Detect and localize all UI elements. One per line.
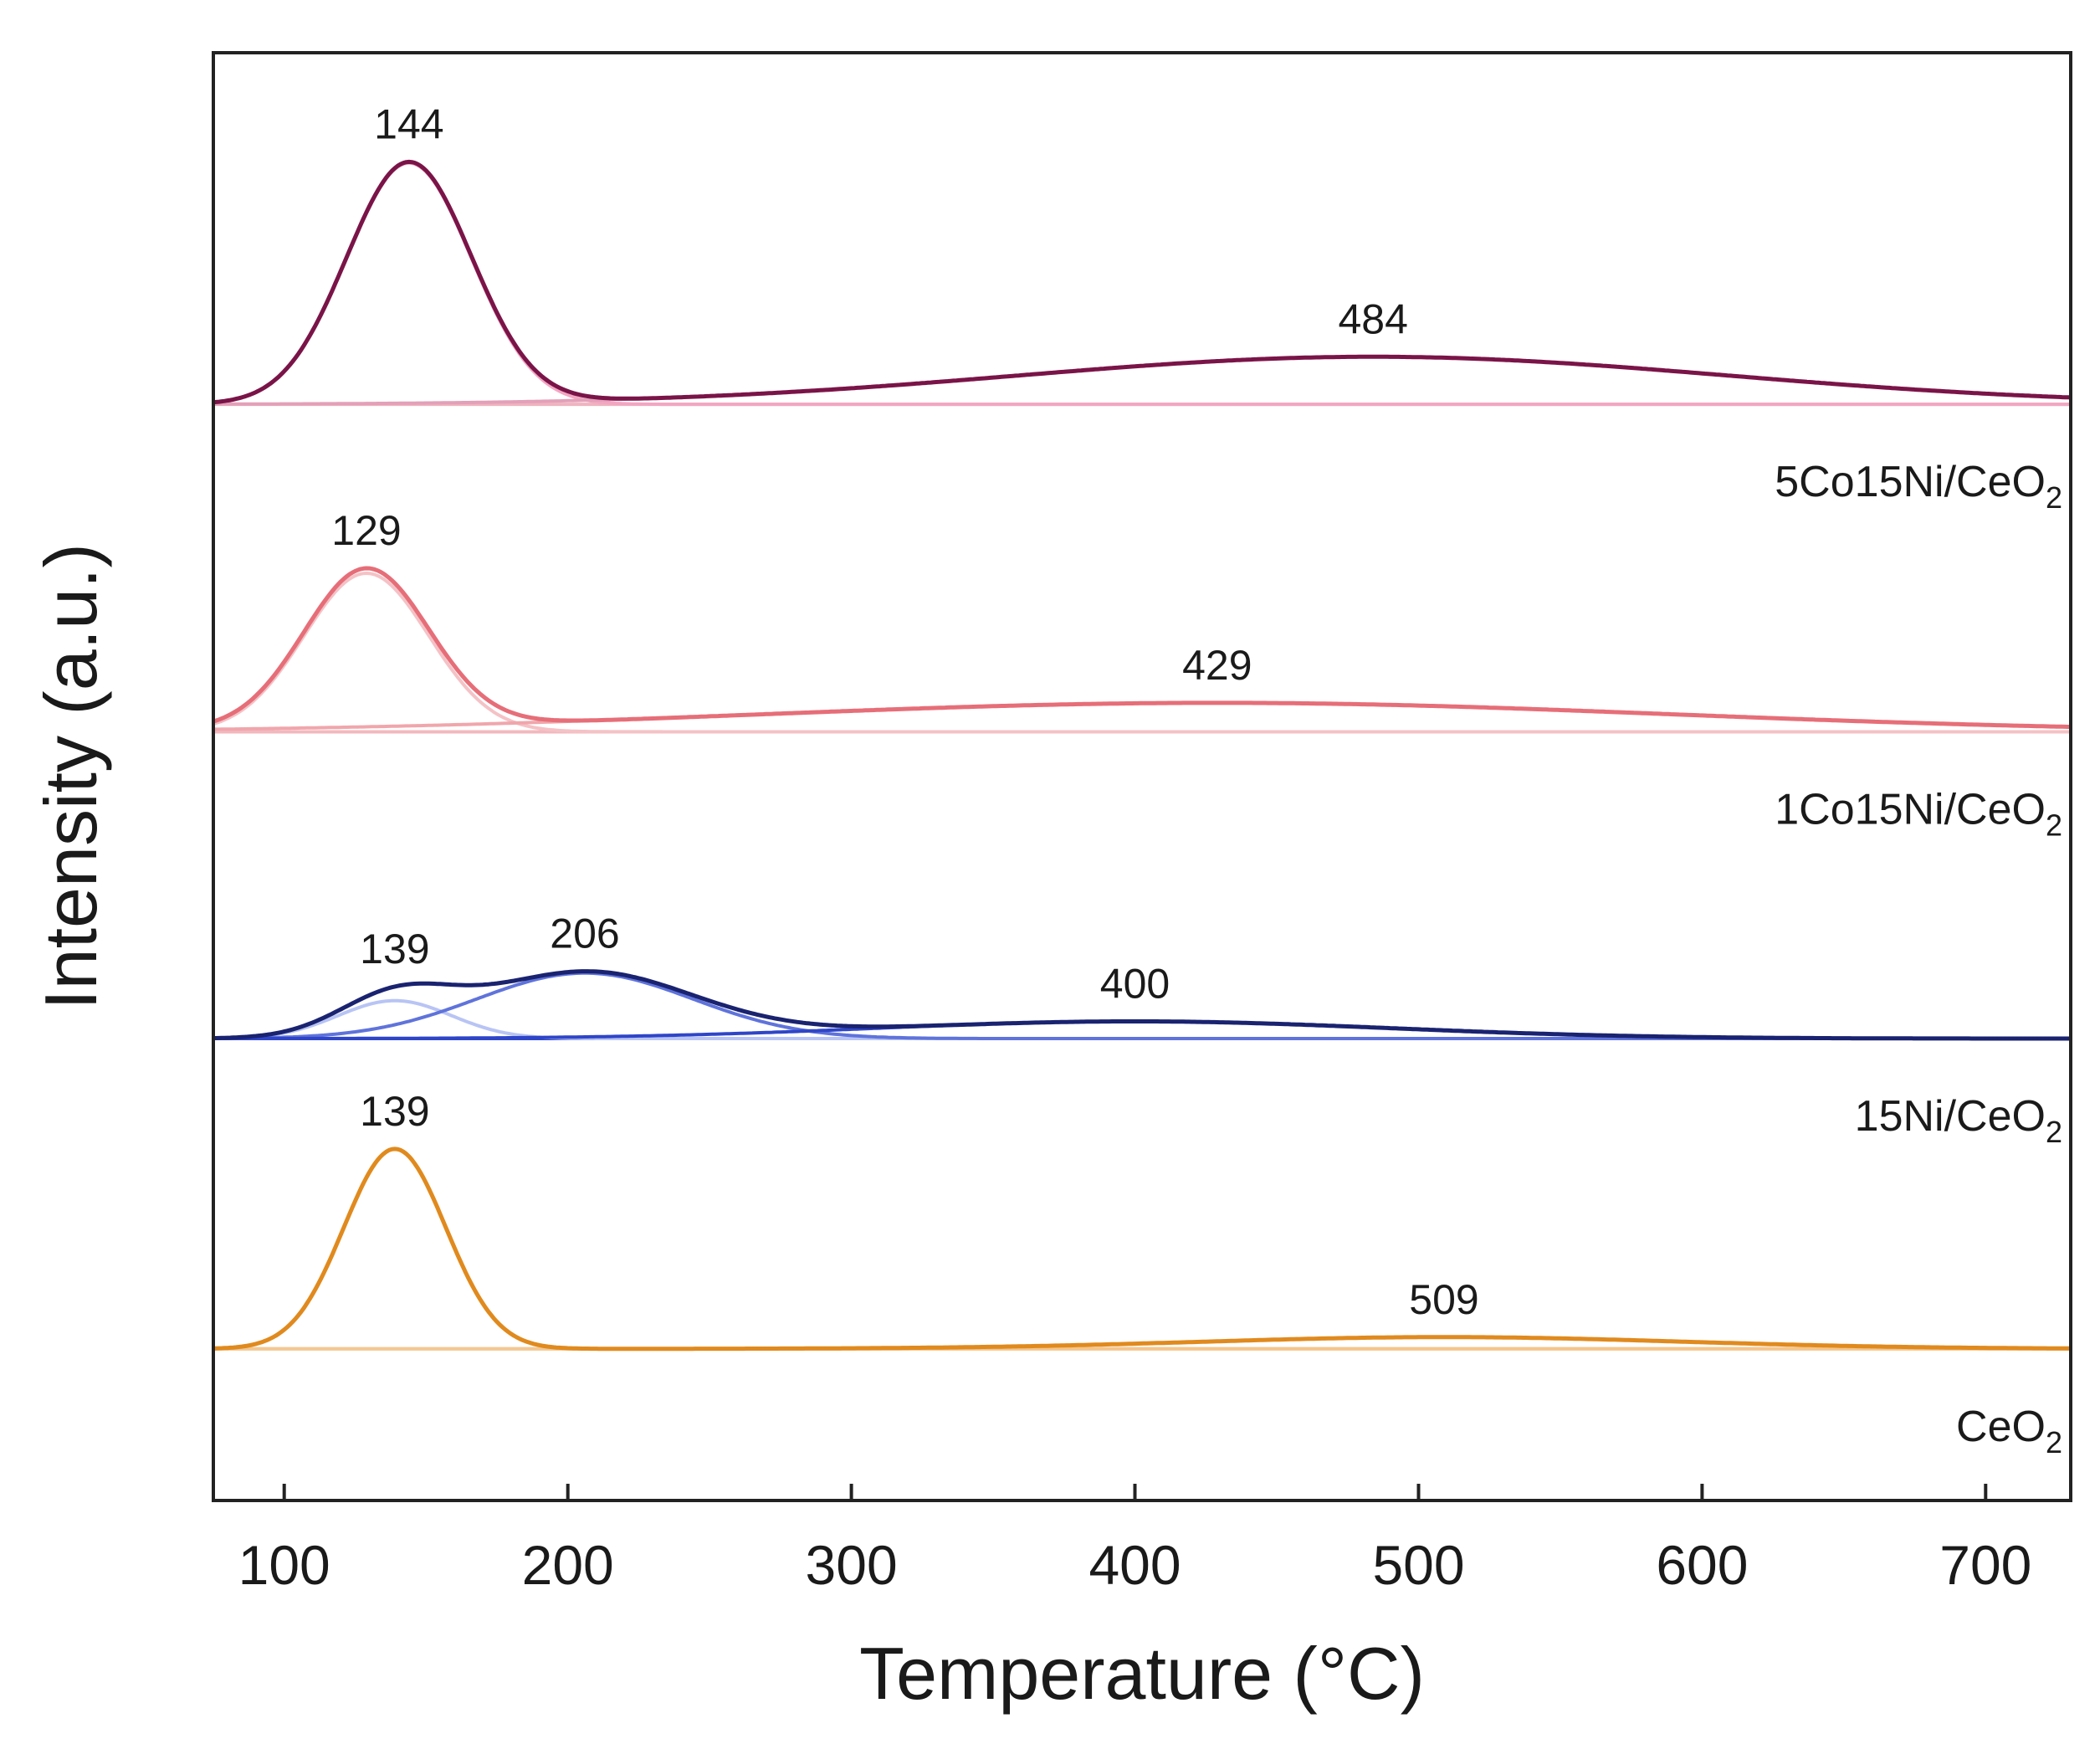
peak-label-ceo2-509: 509	[1409, 1276, 1478, 1323]
plot-frame	[212, 51, 2072, 1502]
peak-label-ceo2-139: 139	[360, 1088, 429, 1135]
profile-line-5co15ni-ceo2	[213, 159, 2072, 405]
x-tick-label-200: 200	[522, 1534, 614, 1596]
component-peak-1co15ni-ceo2-429	[213, 700, 2072, 731]
x-tick-label-400: 400	[1088, 1534, 1181, 1596]
x-tick-label-100: 100	[238, 1534, 330, 1596]
series-ceo2	[213, 1147, 2071, 1352]
peak-label-15ni-ceo2-206: 206	[550, 911, 619, 957]
x-tick-label-700: 700	[1939, 1534, 2031, 1596]
curves-layer	[213, 159, 2072, 1352]
peak-label-15ni-ceo2-139: 139	[360, 926, 429, 972]
peak-label-1co15ni-ceo2-429: 429	[1182, 642, 1252, 689]
series-5co15ni-ceo2	[213, 159, 2072, 407]
x-tick-label-500: 500	[1372, 1534, 1464, 1596]
x-tick-label-600: 600	[1656, 1534, 1748, 1596]
annotations-layer: 144 484 5Co15Ni/CeO2 129 429 1Co15Ni/CeO2 139 2…	[331, 100, 2062, 1459]
sample-label-1co15ni-ceo2: 1Co15Ni/CeO2	[1775, 786, 2062, 843]
peak-label-1co15ni-ceo2-129: 129	[331, 507, 401, 554]
series-15ni-ceo2	[213, 969, 2071, 1041]
peak-label-5co15ni-ceo2-144: 144	[374, 100, 443, 147]
sample-label-15ni-ceo2: 15Ni/CeO2	[1855, 1092, 2062, 1149]
peak-label-15ni-ceo2-400: 400	[1100, 961, 1170, 1008]
profile-line-15ni-ceo2	[213, 969, 2071, 1041]
x-tick-label-300: 300	[806, 1534, 898, 1596]
component-peak-1co15ni-ceo2-129	[213, 572, 2071, 734]
profile-line-1co15ni-ceo2	[213, 566, 2072, 730]
peak-label-5co15ni-ceo2-484: 484	[1338, 295, 1407, 342]
y-axis-title: Intensity (a.u.)	[29, 543, 112, 1010]
component-peak-5co15ni-ceo2-144	[213, 161, 2071, 407]
x-axis-title: Temperature (°C)	[859, 1632, 1425, 1715]
series-1co15ni-ceo2	[213, 566, 2072, 734]
x-axis: 100 200 300 400 500 600 700	[238, 1484, 2031, 1596]
sample-label-5co15ni-ceo2: 5Co15Ni/CeO2	[1775, 458, 2062, 515]
sample-label-ceo2: CeO2	[1956, 1403, 2062, 1459]
profile-line-ceo2	[213, 1147, 2071, 1352]
